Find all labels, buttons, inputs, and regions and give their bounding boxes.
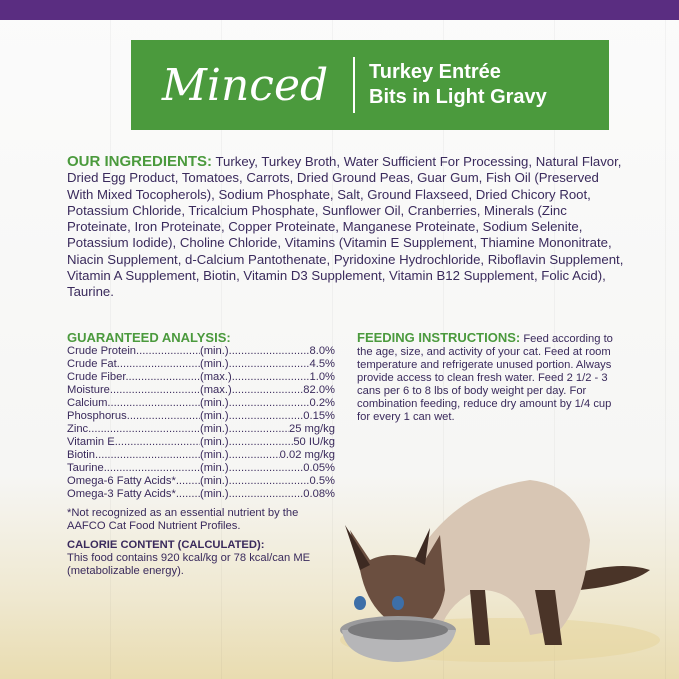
nutrient-value: 82.0% [303, 384, 335, 396]
nutrient-value: 50 IU/kg [293, 436, 335, 448]
nutrient-basis: (max.) [200, 371, 310, 384]
nutrient-value: 0.15% [303, 410, 335, 422]
feeding-instructions: FEEDING INSTRUCTIONS: Feed according to … [357, 331, 619, 424]
analysis-row: Crude Fiber(max.)1.0% [67, 371, 335, 384]
nutrient-name: Crude Fiber [67, 371, 200, 384]
cat-eating-image [340, 480, 660, 662]
analysis-row: Phosphorus(min.)0.15% [67, 410, 335, 423]
ingredients: OUR INGREDIENTS: Turkey, Turkey Broth, W… [67, 153, 627, 301]
ingredients-text: Turkey, Turkey Broth, Water Sufficient F… [67, 154, 624, 300]
nutrient-value: 4.5% [309, 358, 336, 370]
nutrient-name: Omega-3 Fatty Acids* [67, 488, 200, 501]
analysis-row: Calcium(min.)0.2% [67, 397, 335, 410]
nutrient-value: 0.2% [309, 397, 336, 409]
analysis-row: Crude Protein(min.)8.0% [67, 345, 335, 358]
nutrient-basis: (min.) [200, 345, 310, 358]
banner-line2: Bits in Light Gravy [369, 86, 547, 108]
nutrient-basis: (min.) [200, 397, 310, 410]
footnote: *Not recognized as an essential nutrient… [67, 507, 299, 532]
nutrient-value: 8.0% [309, 345, 336, 357]
nutrient-name: Moisture [67, 384, 200, 397]
banner-style: Minced [161, 59, 329, 111]
analysis-row: Omega-6 Fatty Acids*(min.)0.5% [67, 475, 335, 488]
top-band [0, 0, 679, 20]
analysis-row: Taurine(min.)0.05% [67, 462, 335, 475]
nutrient-basis: (min.) [200, 449, 280, 462]
nutrient-value: 1.0% [309, 371, 336, 383]
analysis-row: Omega-3 Fatty Acids*(min.)0.08% [67, 488, 335, 501]
analysis-row: Zinc(min.)25 mg/kg [67, 423, 335, 436]
nutrient-basis: (min.) [200, 410, 303, 423]
nutrient-name: Biotin [67, 449, 200, 462]
nutrient-basis: (min.) [200, 423, 289, 436]
nutrient-name: Vitamin E [67, 436, 200, 449]
calorie-text: This food contains 920 kcal/kg or 78 kca… [67, 552, 311, 577]
banner-divider [353, 57, 355, 113]
nutrient-basis: (min.) [200, 462, 303, 475]
nutrient-name: Omega-6 Fatty Acids* [67, 475, 200, 488]
nutrient-value: 0.08% [303, 488, 335, 500]
analysis-row: Biotin(min.)0.02 mg/kg [67, 449, 335, 462]
ingredients-heading: OUR INGREDIENTS: [67, 153, 213, 170]
nutrient-value: 25 mg/kg [288, 423, 335, 435]
guaranteed-analysis: GUARANTEED ANALYSIS: Crude Protein(min.)… [67, 331, 335, 578]
product-banner: Minced Turkey Entrée Bits in Light Gravy [131, 40, 609, 130]
analysis-heading: GUARANTEED ANALYSIS: [67, 330, 231, 345]
nutrient-value: 0.05% [303, 462, 335, 474]
calorie-heading: CALORIE CONTENT (CALCULATED): [67, 539, 265, 551]
analysis-row: Moisture(max.)82.0% [67, 384, 335, 397]
analysis-row: Crude Fat(min.)4.5% [67, 358, 335, 371]
nutrient-name: Crude Fat [67, 358, 200, 371]
nutrient-basis: (min.) [200, 358, 310, 371]
nutrient-basis: (max.) [200, 384, 303, 397]
nutrient-name: Crude Protein [67, 345, 200, 358]
nutrient-value: 0.02 mg/kg [279, 449, 335, 461]
banner-line1: Turkey Entrée [369, 61, 501, 83]
nutrient-basis: (min.) [200, 488, 303, 501]
feeding-text: Feed according to the age, size, and act… [357, 333, 613, 423]
analysis-row: Vitamin E(min.)50 IU/kg [67, 436, 335, 449]
nutrient-name: Zinc [67, 423, 200, 436]
nutrient-basis: (min.) [200, 436, 293, 449]
nutrient-name: Taurine [67, 462, 200, 475]
feeding-heading: FEEDING INSTRUCTIONS: [357, 330, 521, 345]
nutrient-name: Calcium [67, 397, 200, 410]
nutrient-name: Phosphorus [67, 410, 200, 423]
nutrient-basis: (min.) [200, 475, 310, 488]
nutrient-value: 0.5% [309, 475, 336, 487]
